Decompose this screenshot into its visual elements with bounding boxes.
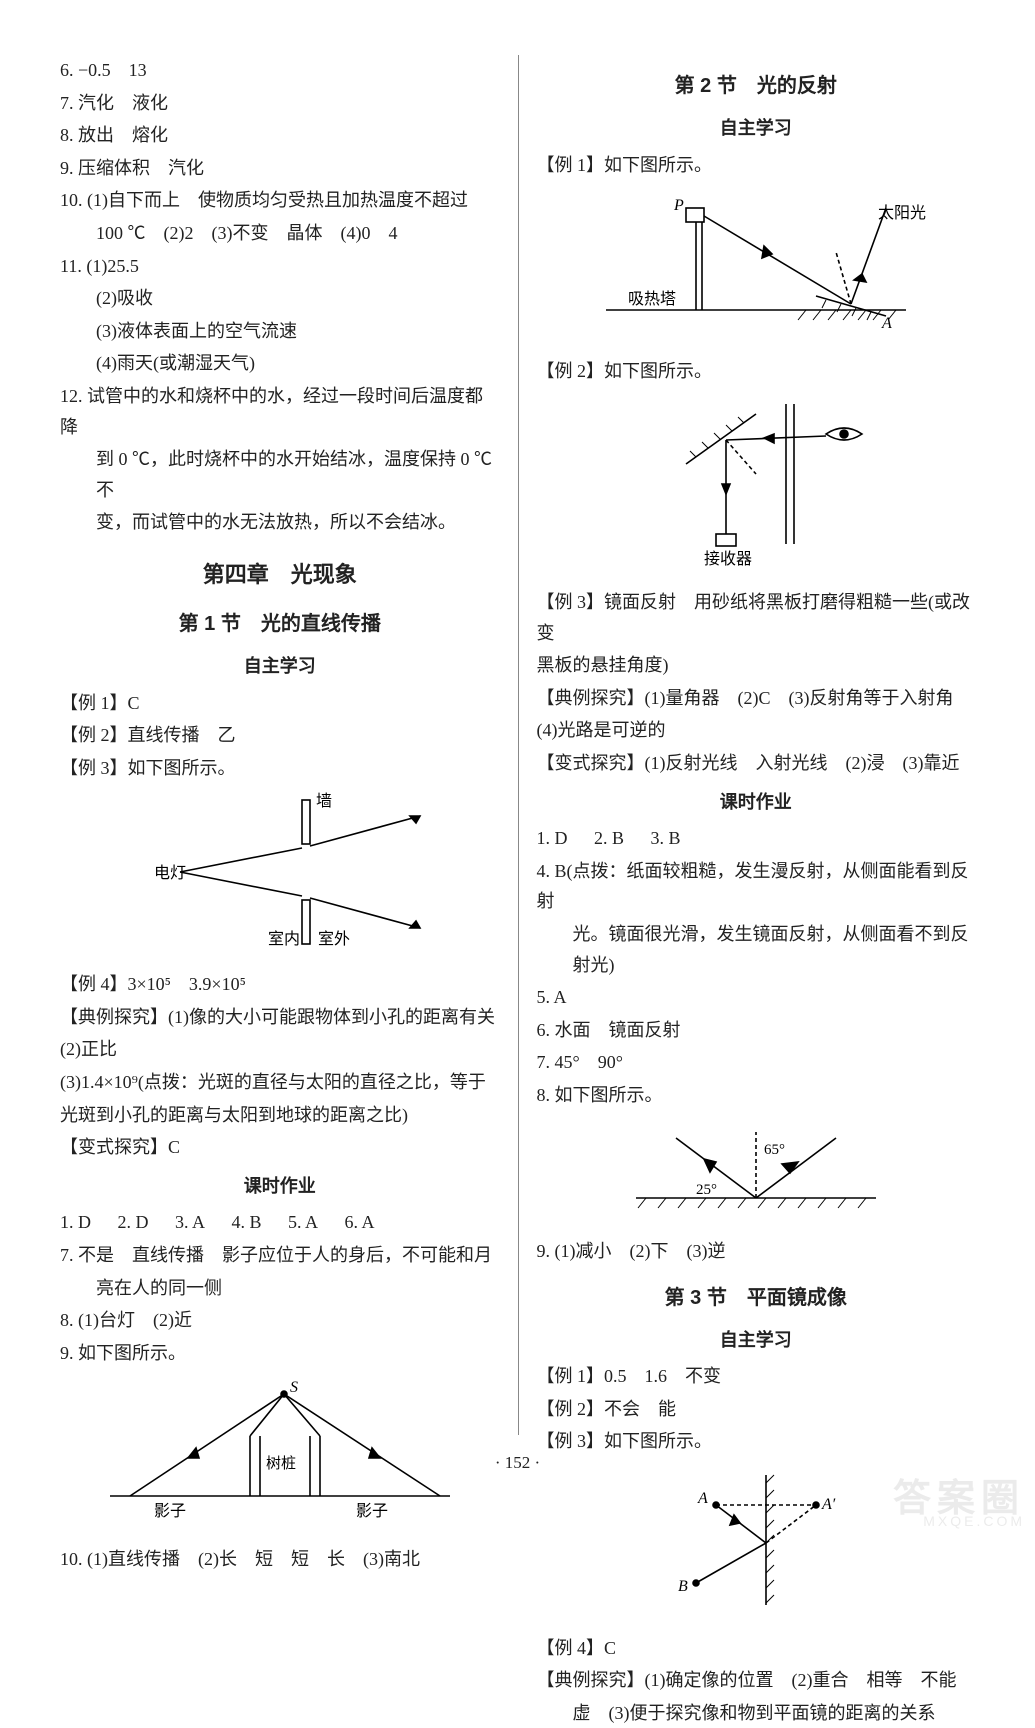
label-A: A — [697, 1490, 708, 1507]
mcq-item: 3. B — [651, 828, 681, 848]
answer-line: 10. (1)直线传播 (2)长 短 短 长 (3)南北 — [60, 1544, 500, 1575]
answer-line: 11. (1)25.5 — [60, 251, 500, 282]
label-shadow-right: 影子 — [356, 1502, 388, 1520]
label-outdoor: 室外 — [318, 930, 350, 948]
answer-line: (4)雨天(或潮湿天气) — [60, 348, 500, 379]
answer-line: 9. (1)减小 (2)下 (3)逆 — [537, 1236, 976, 1267]
answer-line: 9. 压缩体积 汽化 — [60, 153, 500, 184]
figure-receiver: 接收器 — [537, 394, 976, 579]
right-column: 第 2 节 光的反射 自主学习 【例 1】如下图所示。 — [518, 55, 976, 1435]
answer-line: 变，而试管中的水无法放热，所以不会结冰。 — [60, 507, 500, 538]
label-wall: 墙 — [316, 792, 332, 810]
label-sunlight: 太阳光 — [878, 204, 926, 222]
example-line: 【例 3】如下图所示。 — [60, 753, 500, 784]
variant-line: 【变式探究】C — [60, 1132, 500, 1163]
answer-line: 6. 水面 镜面反射 — [537, 1015, 976, 1046]
answer-line: 8. 放出 熔化 — [60, 120, 500, 151]
example-line: 【例 2】不会 能 — [537, 1394, 976, 1425]
example-line: 【例 3】镜面反射 用砂纸将黑板打磨得粗糙一些(或改变 — [537, 587, 976, 648]
page-columns: 6. −0.5 13 7. 汽化 液化 8. 放出 熔化 9. 压缩体积 汽化 … — [60, 55, 975, 1435]
answer-line: 5. A — [537, 982, 976, 1013]
explore-line: 光斑到小孔的距离与太阳到地球的距离之比) — [60, 1100, 500, 1131]
subhead-study: 自主学习 — [537, 1325, 976, 1356]
answer-line: 7. 45° 90° — [537, 1047, 976, 1078]
explore-line: 【典例探究】(1)确定像的位置 (2)重合 相等 不能 — [537, 1665, 976, 1696]
left-column: 6. −0.5 13 7. 汽化 液化 8. 放出 熔化 9. 压缩体积 汽化 … — [60, 55, 518, 1435]
label-S: S — [290, 1379, 298, 1396]
answer-line: (2)吸收 — [60, 283, 500, 314]
answer-line: 亮在人的同一侧 — [60, 1273, 500, 1304]
answer-line: 10. (1)自下而上 使物质均匀受热且加热温度不超过 — [60, 185, 500, 216]
label-shadow-left: 影子 — [154, 1502, 186, 1520]
mcq-row: 1. D 2. D 3. A 4. B 5. A 6. A — [60, 1207, 500, 1238]
explore-line: (3)1.4×10⁹(点拨：光斑的直径与太阳的直径之比，等于 — [60, 1067, 500, 1098]
example-line: 黑板的悬挂角度) — [537, 650, 976, 681]
label-B: B — [678, 1578, 688, 1595]
mcq-item: 2. B — [594, 828, 624, 848]
answer-line: 到 0 ℃，此时烧杯中的水开始结冰，温度保持 0 ℃不 — [60, 444, 500, 505]
label-25: 25° — [696, 1182, 717, 1198]
example-line: 【例 1】0.5 1.6 不变 — [537, 1361, 976, 1392]
section-title: 第 3 节 平面镜成像 — [537, 1281, 976, 1315]
answer-line: 100 ℃ (2)2 (3)不变 晶体 (4)0 4 — [60, 218, 500, 249]
figure-lamp-wall: 电灯 墙 室内 室外 — [60, 792, 500, 962]
mcq-item: 5. A — [288, 1212, 318, 1232]
mcq-item: 4. B — [232, 1212, 262, 1232]
label-Ap: A′ — [821, 1496, 836, 1513]
chapter-title: 第四章 光现象 — [60, 556, 500, 593]
example-line: 【例 4】3×10⁵ 3.9×10⁵ — [60, 969, 500, 1000]
label-A: A — [881, 315, 892, 332]
explore-line: (2)正比 — [60, 1034, 500, 1065]
variant-line: 【变式探究】(1)反射光线 入射光线 (2)浸 (3)靠近 — [537, 748, 976, 779]
watermark-sub: MXQE.COM — [923, 1510, 1025, 1534]
mcq-item: 1. D — [537, 828, 568, 848]
figure-solar-tower: P 太阳光 吸热塔 A — [537, 188, 976, 348]
label-65: 65° — [764, 1142, 785, 1158]
explore-line: 【典例探究】(1)像的大小可能跟物体到小孔的距离有关 — [60, 1002, 500, 1033]
answer-line: (3)液体表面上的空气流速 — [60, 316, 500, 347]
subhead-homework: 课时作业 — [537, 787, 976, 818]
label-receiver: 接收器 — [704, 550, 752, 568]
label-P: P — [673, 197, 684, 214]
answer-line: 7. 不是 直线传播 影子应位于人的身后，不可能和月 — [60, 1240, 500, 1271]
label-tower: 吸热塔 — [628, 290, 676, 308]
answer-line: 8. (1)台灯 (2)近 — [60, 1305, 500, 1336]
label-indoor: 室内 — [268, 930, 300, 948]
example-line: 【例 2】如下图所示。 — [537, 356, 976, 387]
answer-line: 12. 试管中的水和烧杯中的水，经过一段时间后温度都降 — [60, 381, 500, 442]
page-number: · 152 · — [0, 1449, 1035, 1478]
section-title: 第 2 节 光的反射 — [537, 69, 976, 103]
subhead-homework: 课时作业 — [60, 1171, 500, 1202]
section-title: 第 1 节 光的直线传播 — [60, 607, 500, 641]
subhead-study: 自主学习 — [60, 651, 500, 682]
label-lamp: 电灯 — [154, 864, 186, 882]
mcq-item: 1. D — [60, 1212, 91, 1232]
answer-line: 光。镜面很光滑，发生镜面反射，从侧面看不到反射光) — [537, 919, 976, 980]
example-line: 【例 2】直线传播 乙 — [60, 720, 500, 751]
answer-line: 6. −0.5 13 — [60, 55, 500, 86]
subhead-study: 自主学习 — [537, 113, 976, 144]
explore-line: (4)光路是可逆的 — [537, 715, 976, 746]
explore-line: 【典例探究】(1)量角器 (2)C (3)反射角等于入射角 — [537, 683, 976, 714]
mcq-item: 3. A — [175, 1212, 205, 1232]
mcq-row: 1. D 2. B 3. B — [537, 823, 976, 854]
explore-line: 虚 (3)便于探究像和物到平面镜的距离的关系 — [537, 1698, 976, 1728]
figure-angle-reflection: 25° 65° — [537, 1118, 976, 1228]
answer-line: 9. 如下图所示。 — [60, 1338, 500, 1369]
answer-line: 7. 汽化 液化 — [60, 88, 500, 119]
example-line: 【例 1】如下图所示。 — [537, 150, 976, 181]
example-line: 【例 4】C — [537, 1633, 976, 1664]
answer-line: 4. B(点拨：纸面较粗糙，发生漫反射，从侧面能看到反射 — [537, 856, 976, 917]
answer-line: 8. 如下图所示。 — [537, 1080, 976, 1111]
mcq-item: 6. A — [345, 1212, 375, 1232]
mcq-item: 2. D — [118, 1212, 149, 1232]
example-line: 【例 1】C — [60, 688, 500, 719]
